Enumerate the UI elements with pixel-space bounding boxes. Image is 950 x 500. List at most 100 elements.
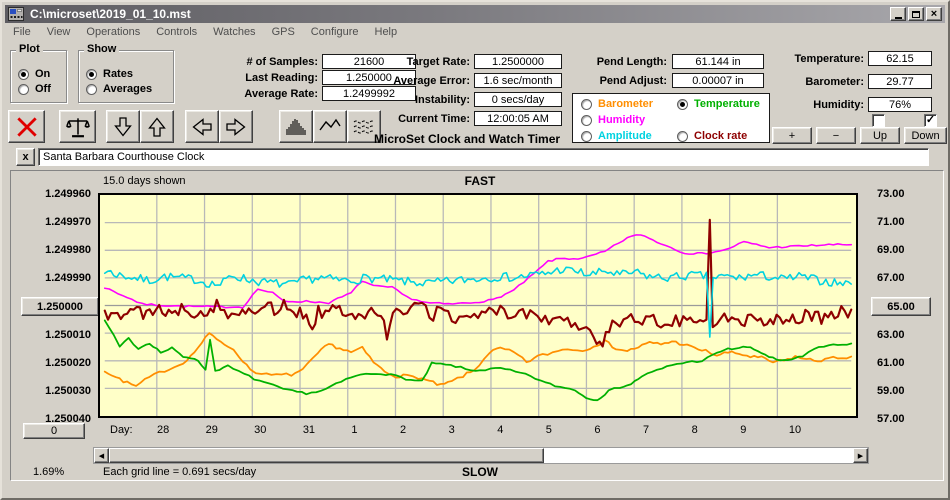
balance-scale-icon — [65, 117, 90, 137]
humidity-radio[interactable] — [581, 115, 592, 126]
plot-off-label: Off — [35, 83, 51, 95]
barometer-radio[interactable] — [581, 99, 592, 110]
shift-up-button[interactable] — [140, 110, 174, 143]
left-axis-tick: 1.250030 — [45, 384, 91, 397]
day-tick: 9 — [740, 424, 747, 436]
right-axis-tick: 69.00 — [877, 244, 905, 257]
maximize-button[interactable] — [908, 7, 924, 21]
pend-adjust-label: Pend Adjust: — [599, 75, 667, 87]
shift-left-button[interactable] — [185, 110, 219, 143]
humidity-radio-label: Humidity — [598, 114, 646, 126]
env-checkbox-2[interactable]: ✓ — [924, 114, 937, 127]
menu-item-gps[interactable]: GPS — [271, 25, 295, 38]
minus-button[interactable]: − — [816, 127, 856, 144]
plot-selector-box: Barometer Humidity Amplitude Temperature… — [572, 93, 770, 143]
histogram-icon — [286, 118, 306, 135]
zero-button[interactable]: 0 — [23, 423, 85, 439]
slow-label: SLOW — [462, 465, 498, 479]
day-tick: 6 — [594, 424, 601, 436]
plot-on-radio[interactable] — [18, 69, 29, 80]
arrow-right-icon — [226, 117, 246, 136]
humidity-label: Humidity: — [813, 99, 864, 111]
temperature-radio-label: Temperature — [694, 98, 760, 110]
right-axis-tick: 61.00 — [877, 356, 905, 369]
average-error-value: 1.6 sec/month — [474, 73, 562, 88]
title-bar[interactable]: C:\microset\2019_01_10.mst × — [5, 5, 945, 23]
day-tick: 3 — [448, 424, 455, 436]
menu-item-operations[interactable]: Operations — [86, 25, 141, 38]
plot-off-radio[interactable] — [18, 84, 29, 95]
plus-button[interactable]: + — [772, 127, 812, 144]
temperature-radio[interactable] — [677, 99, 688, 110]
amplitude-radio[interactable] — [581, 131, 592, 142]
fast-label: FAST — [464, 174, 496, 188]
close-button[interactable]: × — [926, 7, 942, 21]
chart-panel: 15.0 days shown FAST 1.249960 1.249970 1.2… — [10, 170, 944, 481]
scrollbar-thumb[interactable] — [109, 448, 545, 463]
env-checkbox-1[interactable]: ✓ — [872, 114, 885, 127]
right-axis-tick: 59.00 — [877, 384, 905, 397]
series-clock-rate — [103, 218, 853, 348]
left-axis-tick: 1.250040 — [45, 413, 91, 425]
menu-item-file[interactable]: File — [13, 25, 31, 38]
instability-label: Instability: — [414, 94, 470, 106]
days-shown-label: 15.0 days shown — [103, 175, 186, 187]
chart-scrollbar[interactable]: ◀ ▶ — [93, 447, 869, 464]
right-axis-tick: 63.00 — [877, 328, 905, 341]
line-view-button[interactable] — [313, 110, 347, 143]
left-axis-center-button[interactable]: 1.250000 — [21, 297, 99, 316]
clock-name-input[interactable] — [38, 148, 929, 166]
day-tick: 29 — [205, 424, 218, 436]
left-axis-tick: 1.250020 — [45, 356, 91, 369]
humidity-value: 76% — [868, 97, 932, 112]
menu-item-watches[interactable]: Watches — [213, 25, 256, 38]
barometer-label: Barometer: — [805, 76, 864, 88]
series-temperature — [103, 319, 853, 402]
barometer-value: 29.77 — [868, 74, 932, 89]
menu-item-controls[interactable]: Controls — [156, 25, 198, 38]
samples-value: 21600 — [322, 54, 416, 69]
series-barometer — [103, 332, 853, 387]
app-title-label: MicroSet Clock and Watch Timer — [374, 132, 561, 146]
menu-item-view[interactable]: View — [46, 25, 71, 38]
pend-length-label: Pend Length: — [596, 56, 667, 68]
show-averages-label: Averages — [103, 83, 153, 95]
red-x-icon — [16, 116, 37, 137]
day-tick: 1 — [351, 424, 358, 436]
temperature-label: Temperature: — [794, 53, 864, 65]
minimize-button[interactable] — [890, 7, 906, 21]
wave-view-button[interactable] — [347, 110, 381, 143]
right-axis-tick: 67.00 — [877, 272, 905, 285]
clear-name-button[interactable]: x — [16, 148, 35, 166]
temperature-value: 62.15 — [868, 51, 932, 66]
right-axis-center-button[interactable]: 65.00 — [871, 297, 931, 316]
left-axis-tick: 1.249970 — [45, 216, 91, 229]
percent-label: 1.69% — [33, 466, 65, 478]
clock-rate-radio[interactable] — [677, 131, 688, 142]
small-x-icon: x — [22, 151, 29, 163]
scroll-right-button[interactable]: ▶ — [853, 448, 868, 463]
up-button[interactable]: Up — [860, 127, 900, 144]
menu-item-help[interactable]: Help — [374, 25, 398, 38]
left-axis-tick: 1.249960 — [45, 188, 91, 200]
delete-button[interactable] — [8, 110, 45, 143]
right-axis-tick: 71.00 — [877, 216, 905, 229]
shift-down-button[interactable] — [106, 110, 140, 143]
shift-right-button[interactable] — [219, 110, 253, 143]
down-button[interactable]: Down — [904, 127, 947, 144]
plot-area[interactable] — [98, 193, 858, 418]
current-time-value: 12:00:05 AM — [474, 111, 562, 126]
left-axis-tick: 1.249980 — [45, 244, 91, 257]
show-averages-radio[interactable] — [86, 84, 97, 95]
show-rates-label: Rates — [103, 68, 133, 80]
target-rate-label: Target Rate: — [406, 56, 470, 68]
right-axis-tick: 73.00 — [877, 188, 905, 200]
show-rates-radio[interactable] — [86, 69, 97, 80]
wavy-lines-icon — [353, 120, 375, 133]
scroll-left-button[interactable]: ◀ — [94, 448, 109, 463]
balance-button[interactable] — [59, 110, 96, 143]
average-error-label: Average Error: — [393, 75, 470, 87]
histogram-view-button[interactable] — [279, 110, 313, 143]
menu-item-configure[interactable]: Configure — [310, 25, 359, 38]
